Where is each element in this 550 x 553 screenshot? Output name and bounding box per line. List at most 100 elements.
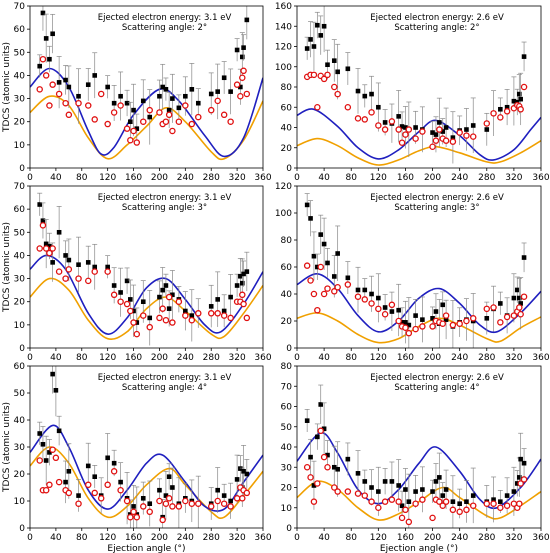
y-tick-label: 80 <box>281 83 293 93</box>
square-point <box>331 274 337 279</box>
circle-point <box>439 502 446 509</box>
x-tick-label: 80 <box>76 353 88 363</box>
panel-annotation: Ejected electron energy: 2.6 eV <box>370 373 504 383</box>
square-point <box>215 487 220 493</box>
circle-point <box>324 71 331 79</box>
circle-point <box>395 498 402 505</box>
square-point <box>464 127 469 132</box>
circle-point <box>469 502 477 509</box>
circle-point <box>463 506 470 514</box>
y-tick-label: 70 <box>14 2 26 12</box>
square-point <box>157 294 162 300</box>
square-point <box>362 479 368 484</box>
orange-curve <box>297 137 541 166</box>
square-point <box>228 89 233 94</box>
y-tick-label: 50 <box>14 389 26 399</box>
square-point <box>66 84 72 90</box>
panel-annotation: Scattering angle: 2° <box>122 23 207 33</box>
circle-point <box>497 114 504 121</box>
x-tick-label: 320 <box>505 353 522 363</box>
blue-curve <box>297 108 541 161</box>
circle-point <box>419 323 426 330</box>
circle-point <box>175 118 183 125</box>
circle-point <box>463 317 470 325</box>
square-point <box>413 125 418 130</box>
y-tick-label: 100 <box>275 209 292 219</box>
y-tick-label: 40 <box>14 251 26 261</box>
square-point <box>382 479 388 484</box>
x-tick-label: 200 <box>151 353 168 363</box>
square-point <box>335 69 340 75</box>
circle-point <box>331 83 338 91</box>
square-point <box>369 91 374 97</box>
x-tick-label: 120 <box>99 173 116 183</box>
square-point <box>238 273 243 279</box>
square-point <box>335 251 340 256</box>
circle-point <box>130 319 137 326</box>
y-tick-label: 20 <box>14 298 26 308</box>
circle-point <box>483 120 491 127</box>
y-tick-label: 10 <box>14 141 26 151</box>
circle-point <box>140 312 147 319</box>
circle-point <box>36 86 43 93</box>
circle-point <box>214 97 221 105</box>
square-point <box>147 315 153 321</box>
circle-point <box>520 293 528 300</box>
circle-point <box>146 508 153 516</box>
x-tick-label: 120 <box>99 353 116 363</box>
panel-annotation: Scattering angle: 4° <box>394 383 479 393</box>
circle-point <box>207 106 215 114</box>
square-point <box>413 489 418 494</box>
circle-point <box>375 504 382 511</box>
square-point <box>321 241 327 247</box>
square-point <box>355 287 361 293</box>
circle-point <box>310 290 318 298</box>
y-tick-label: 160 <box>275 2 292 12</box>
square-point <box>239 280 245 286</box>
circle-point <box>175 503 183 510</box>
y-axis-title: TDCS (atomic units) <box>2 402 12 493</box>
circle-point <box>146 323 153 331</box>
panel-2: 0 40 80 120 160 200 240 280 320 360 0 20 40 60 80 100 12… <box>275 2 550 183</box>
y-tick-label: 40 <box>14 416 26 426</box>
square-point <box>92 73 98 78</box>
circle-point <box>169 503 176 510</box>
x-tick-label: 280 <box>203 173 220 183</box>
square-point <box>420 317 425 322</box>
square-point <box>134 126 140 131</box>
square-point <box>50 31 55 37</box>
circle-point <box>344 281 352 288</box>
x-tick-label: 280 <box>478 353 495 363</box>
x-tick-label: 120 <box>370 533 387 543</box>
circle-point <box>388 118 396 125</box>
square-point <box>304 46 310 51</box>
circle-point <box>85 102 92 109</box>
circle-point <box>220 312 228 319</box>
y-tick-label: 120 <box>275 43 292 53</box>
circle-point <box>104 481 111 489</box>
circle-point <box>469 133 477 140</box>
y-tick-label: 50 <box>14 48 26 58</box>
x-tick-label: 360 <box>254 173 271 183</box>
panel-annotation: Ejected electron energy: 3.1 eV <box>98 13 232 23</box>
y-tick-label: 10 <box>14 497 26 507</box>
circle-point <box>334 90 341 98</box>
circle-point <box>36 457 43 464</box>
square-point <box>105 455 110 461</box>
square-point <box>63 253 68 258</box>
y-tick-label: 60 <box>14 25 26 35</box>
circle-point <box>117 298 124 305</box>
circle-point <box>117 102 124 109</box>
circle-point <box>317 427 324 435</box>
circle-point <box>368 498 375 505</box>
square-point <box>160 84 165 90</box>
square-point <box>518 96 523 102</box>
circle-point <box>104 268 111 275</box>
circle-point <box>127 513 134 521</box>
circle-point <box>449 506 457 514</box>
square-point <box>43 458 49 463</box>
y-tick-label: 0 <box>286 344 292 354</box>
circle-point <box>375 122 382 129</box>
square-point <box>345 275 351 281</box>
square-point <box>118 479 123 485</box>
